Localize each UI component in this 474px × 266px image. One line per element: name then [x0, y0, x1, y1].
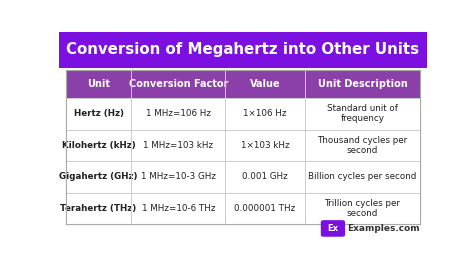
- Text: Conversion Factor: Conversion Factor: [128, 79, 228, 89]
- Text: Examples.com: Examples.com: [347, 224, 419, 233]
- Text: Hertz (Hz): Hertz (Hz): [73, 109, 124, 118]
- Bar: [66, 98, 420, 130]
- Bar: [66, 70, 420, 225]
- Bar: [66, 70, 420, 98]
- Text: 1×103 kHz: 1×103 kHz: [241, 141, 289, 150]
- Text: 1 MHz=103 kHz: 1 MHz=103 kHz: [143, 141, 213, 150]
- Text: Conversion of Megahertz into Other Units: Conversion of Megahertz into Other Units: [66, 42, 419, 57]
- Text: Gigahertz (GHz): Gigahertz (GHz): [59, 172, 138, 181]
- Text: 0.001 GHz: 0.001 GHz: [242, 172, 288, 181]
- Text: Standard unit of
frequency: Standard unit of frequency: [327, 104, 398, 123]
- Text: 0.000001 THz: 0.000001 THz: [235, 204, 296, 213]
- Bar: [66, 130, 420, 161]
- Text: 1×106 Hz: 1×106 Hz: [243, 109, 287, 118]
- Text: 1 MHz=10-6 THz: 1 MHz=10-6 THz: [142, 204, 215, 213]
- Text: Trillion cycles per
second: Trillion cycles per second: [324, 199, 401, 218]
- Text: Thousand cycles per
second: Thousand cycles per second: [317, 136, 408, 155]
- Text: Kilohertz (kHz): Kilohertz (kHz): [62, 141, 136, 150]
- Text: Ex: Ex: [328, 224, 338, 233]
- Text: Unit Description: Unit Description: [318, 79, 407, 89]
- Text: 1 MHz=10-3 GHz: 1 MHz=10-3 GHz: [141, 172, 216, 181]
- Text: Billion cycles per second: Billion cycles per second: [308, 172, 417, 181]
- Bar: [59, 32, 427, 68]
- Text: Unit: Unit: [87, 79, 110, 89]
- FancyBboxPatch shape: [321, 220, 345, 237]
- Text: Terahertz (THz): Terahertz (THz): [61, 204, 137, 213]
- Bar: [66, 161, 420, 193]
- Bar: [66, 193, 420, 225]
- Text: 1 MHz=106 Hz: 1 MHz=106 Hz: [146, 109, 211, 118]
- Text: Value: Value: [250, 79, 280, 89]
